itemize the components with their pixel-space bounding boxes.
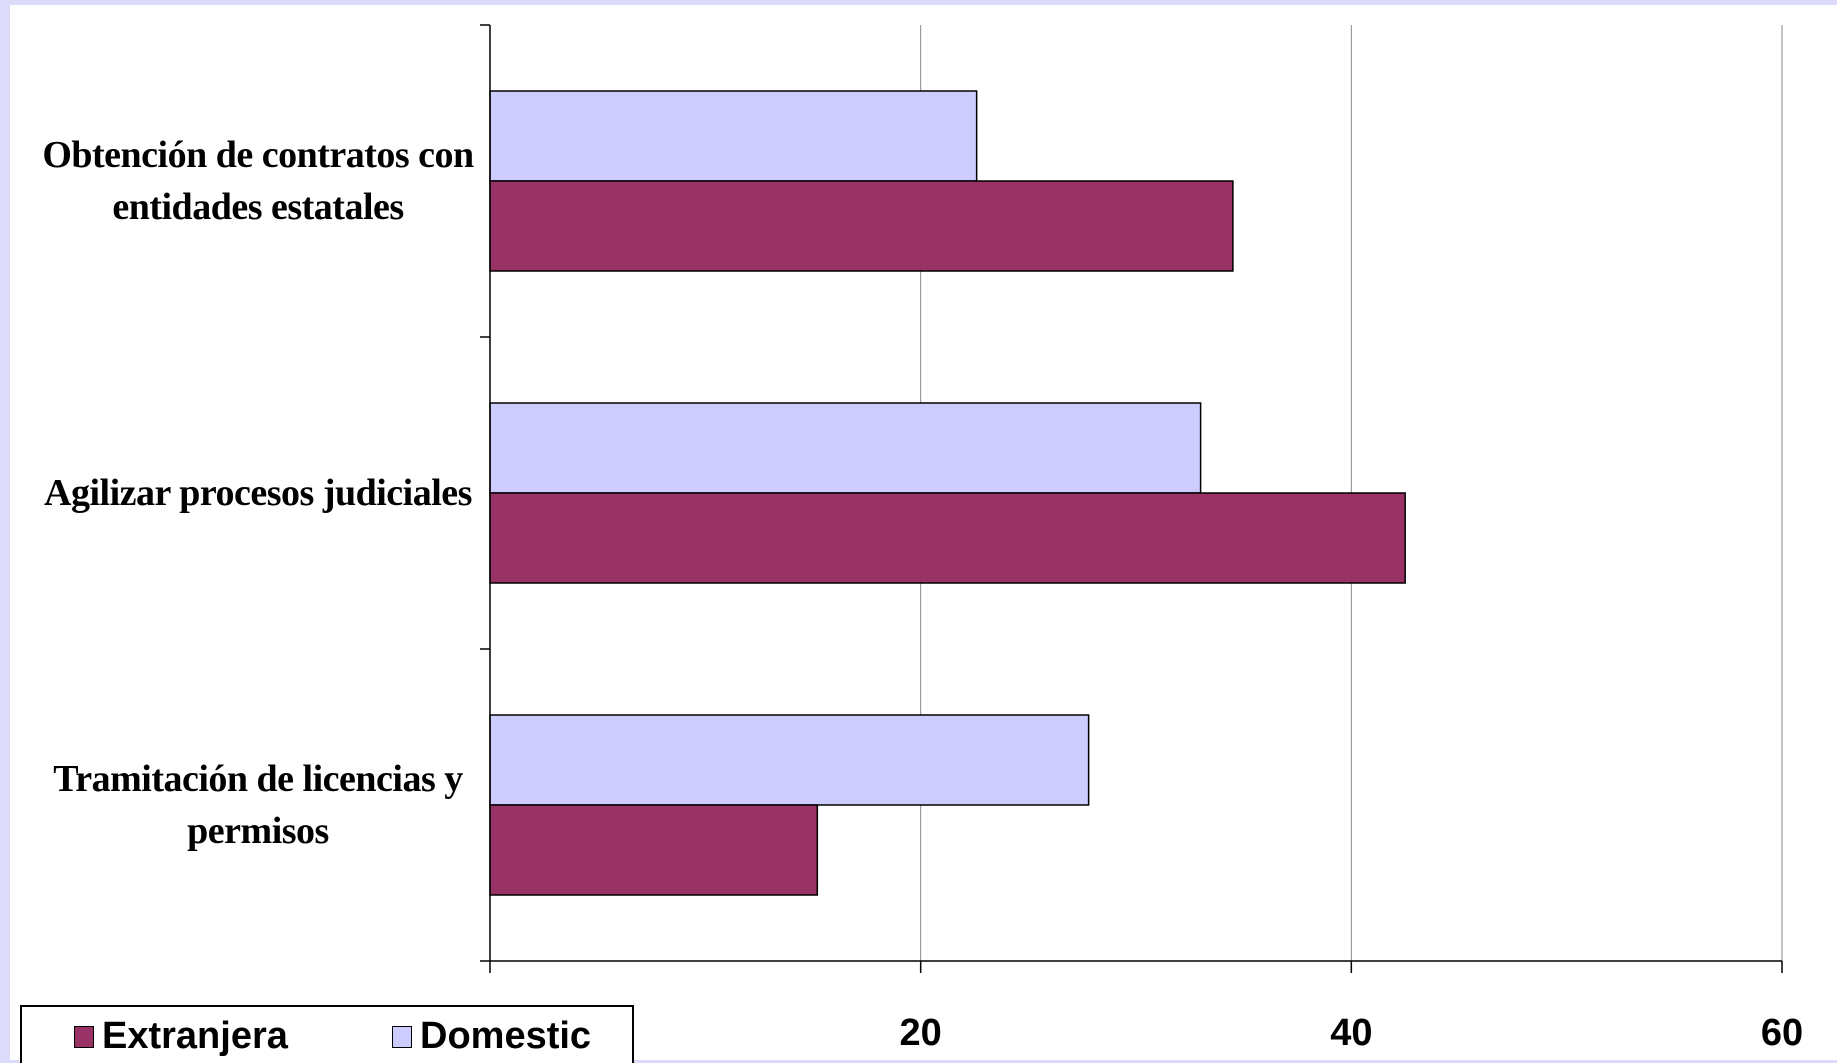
bars: [489, 90, 1406, 896]
category-label-line: Tramitación de licencias y: [53, 758, 463, 800]
x-tick-label-40: 40: [1330, 1012, 1372, 1054]
bar-chart: Obtención de contratos con entidades esta…: [42, 24, 1804, 1054]
category-label-2: Tramitación de licencias y permisos: [53, 758, 463, 852]
category-label-line: entidades estatales: [112, 186, 403, 228]
legend-item-extranjera: Extranjera: [74, 1015, 288, 1058]
legend-swatch-extranjera: [74, 1025, 94, 1048]
bar-extranjera-0: [489, 180, 1234, 272]
bar-domestic-1: [489, 402, 1202, 494]
legend-label-domestic: Domestic: [420, 1015, 592, 1057]
bar-domestic-0: [489, 90, 978, 182]
chart-frame: Obtención de contratos con entidades esta…: [10, 5, 1837, 1063]
axes: [480, 24, 1783, 973]
tick-labels: 20 40 60: [900, 1012, 1804, 1054]
bar-extranjera-1: [489, 492, 1406, 584]
bar-extranjera-2: [489, 804, 819, 896]
x-tick-label-60: 60: [1761, 1012, 1803, 1054]
legend: Extranjera Domestic: [20, 1005, 634, 1063]
legend-swatch-domestic: [392, 1025, 412, 1048]
category-labels: Obtención de contratos con entidades esta…: [42, 134, 474, 852]
bar-domestic-2: [489, 714, 1090, 806]
x-tick-label-20: 20: [900, 1012, 942, 1054]
category-label-line: Agilizar procesos judiciales: [44, 472, 472, 514]
legend-item-domestic: Domestic: [392, 1015, 591, 1058]
category-label-line: permisos: [187, 810, 329, 852]
legend-label-extranjera: Extranjera: [102, 1015, 288, 1057]
category-label-1: Agilizar procesos judiciales: [44, 472, 472, 514]
category-label-line: Obtención de contratos con: [42, 134, 474, 176]
category-label-0: Obtención de contratos con entidades esta…: [42, 134, 474, 228]
